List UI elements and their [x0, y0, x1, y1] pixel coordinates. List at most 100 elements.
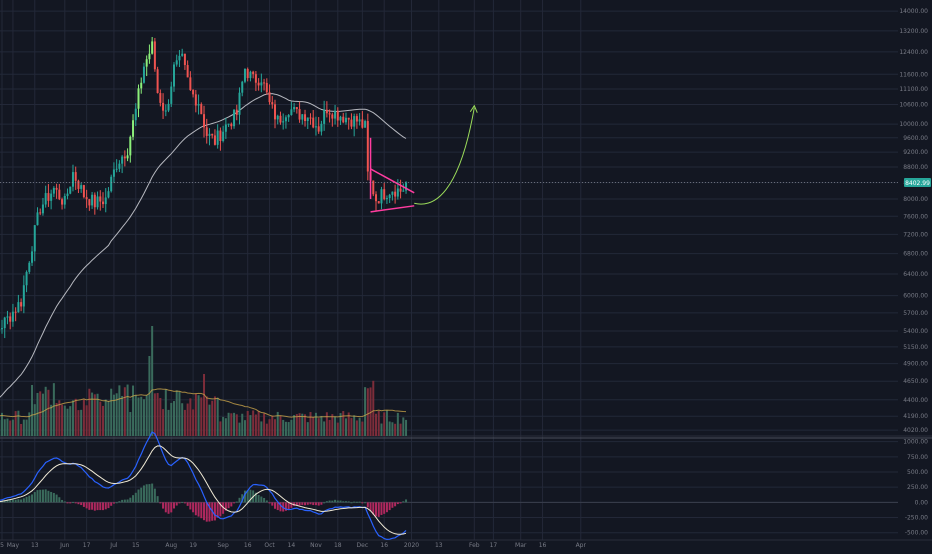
price-tick-label: 8000.00 [903, 196, 928, 203]
volume-bar [1, 413, 3, 436]
macd-histogram-bar [28, 496, 30, 503]
volume-bar [214, 396, 216, 436]
macd-histogram-bar [315, 502, 317, 505]
macd-histogram-bar [367, 502, 369, 507]
macd-histogram-bar [72, 502, 74, 503]
time-tick-label: Sep [217, 542, 229, 549]
macd-histogram-bar [45, 489, 47, 502]
macd-histogram-bar [329, 501, 331, 503]
volume-bar [20, 424, 22, 436]
price-tick-label: 14000.00 [899, 8, 928, 15]
volume-bar [187, 404, 189, 436]
volume-bar [168, 410, 170, 436]
macd-histogram-bar [200, 502, 202, 518]
candle-body [195, 94, 197, 105]
volume-bar [178, 392, 180, 436]
volume-bar [58, 400, 60, 436]
volume-bar [75, 399, 77, 436]
candle-body [329, 113, 331, 114]
time-tick-label: 17 [83, 542, 91, 549]
macd-histogram-bar [80, 502, 82, 505]
macd-histogram-bar [64, 501, 66, 502]
volume-bar [26, 420, 28, 436]
macd-histogram-bar [135, 493, 137, 503]
candle-body [170, 87, 172, 104]
candle-body [348, 118, 350, 120]
candle-body [203, 114, 205, 127]
macd-histogram-bar [124, 500, 126, 503]
candle-body [140, 83, 142, 89]
price-tick-label: 4650.00 [903, 378, 928, 385]
volume-bar [389, 422, 391, 436]
volume-bar [39, 391, 41, 436]
macd-histogram-bar [146, 484, 148, 502]
candle-body [72, 172, 74, 187]
macd-histogram-bar [266, 500, 268, 502]
candle-body [39, 212, 41, 213]
macd-histogram-bar [217, 502, 219, 517]
volume-bar [154, 393, 156, 436]
candle-body [271, 102, 273, 104]
candle-body [241, 82, 243, 93]
volume-bar [236, 414, 238, 436]
candle-body [184, 54, 186, 65]
volume-bar [143, 399, 145, 436]
macd-histogram-bar [9, 500, 11, 502]
candle-body [83, 185, 85, 197]
candle-body [94, 195, 96, 207]
candle-body [211, 134, 213, 136]
candle-body [99, 196, 101, 201]
macd-histogram-bar [309, 502, 311, 504]
candle-body [340, 117, 342, 121]
candle-body [102, 202, 104, 205]
volume-bar [230, 413, 232, 436]
volume-bar [380, 424, 382, 436]
candle-body [176, 60, 178, 64]
macd-histogram-bar [239, 498, 241, 503]
macd-histogram-bar [34, 492, 36, 502]
candle-body [15, 312, 17, 313]
macd-histogram-bar [36, 490, 38, 502]
volume-bar [361, 422, 363, 436]
candle-body [337, 111, 339, 121]
candle-body [86, 197, 88, 199]
candle-body [165, 111, 167, 112]
candle-body [263, 82, 265, 83]
macd-histogram-bar [12, 500, 14, 503]
macd-histogram-bar [107, 502, 109, 508]
candle-body [58, 190, 60, 200]
candle-body [258, 83, 260, 86]
volume-bar [269, 419, 271, 436]
macd-histogram-bar [157, 496, 159, 502]
candle-body [173, 65, 175, 87]
candle-body [288, 115, 290, 117]
candle-body [116, 169, 118, 170]
candle-body [334, 111, 336, 119]
macd-histogram-bar [77, 502, 79, 504]
volume-bar [184, 410, 186, 436]
macd-histogram-bar [189, 502, 191, 509]
volume-bar [34, 404, 36, 436]
macd-histogram-bar [402, 501, 404, 502]
candle-body [200, 104, 202, 114]
volume-bar [36, 393, 38, 436]
time-tick-label: 13 [435, 542, 443, 549]
candle-body [129, 137, 131, 156]
candle-body [296, 107, 298, 109]
time-tick-label: 16 [244, 542, 252, 549]
volume-bar [6, 419, 8, 436]
candle-body [97, 196, 99, 207]
volume-bar [159, 398, 161, 436]
volume-bar [97, 394, 99, 436]
volume-bar [394, 424, 396, 436]
candle-body [236, 110, 238, 115]
macd-histogram-bar [307, 502, 309, 504]
candle-body [225, 124, 227, 131]
candle-body [9, 316, 11, 321]
volume-bar [107, 401, 109, 436]
candle-body [53, 188, 55, 194]
price-tick-label: 4400.00 [903, 397, 928, 404]
